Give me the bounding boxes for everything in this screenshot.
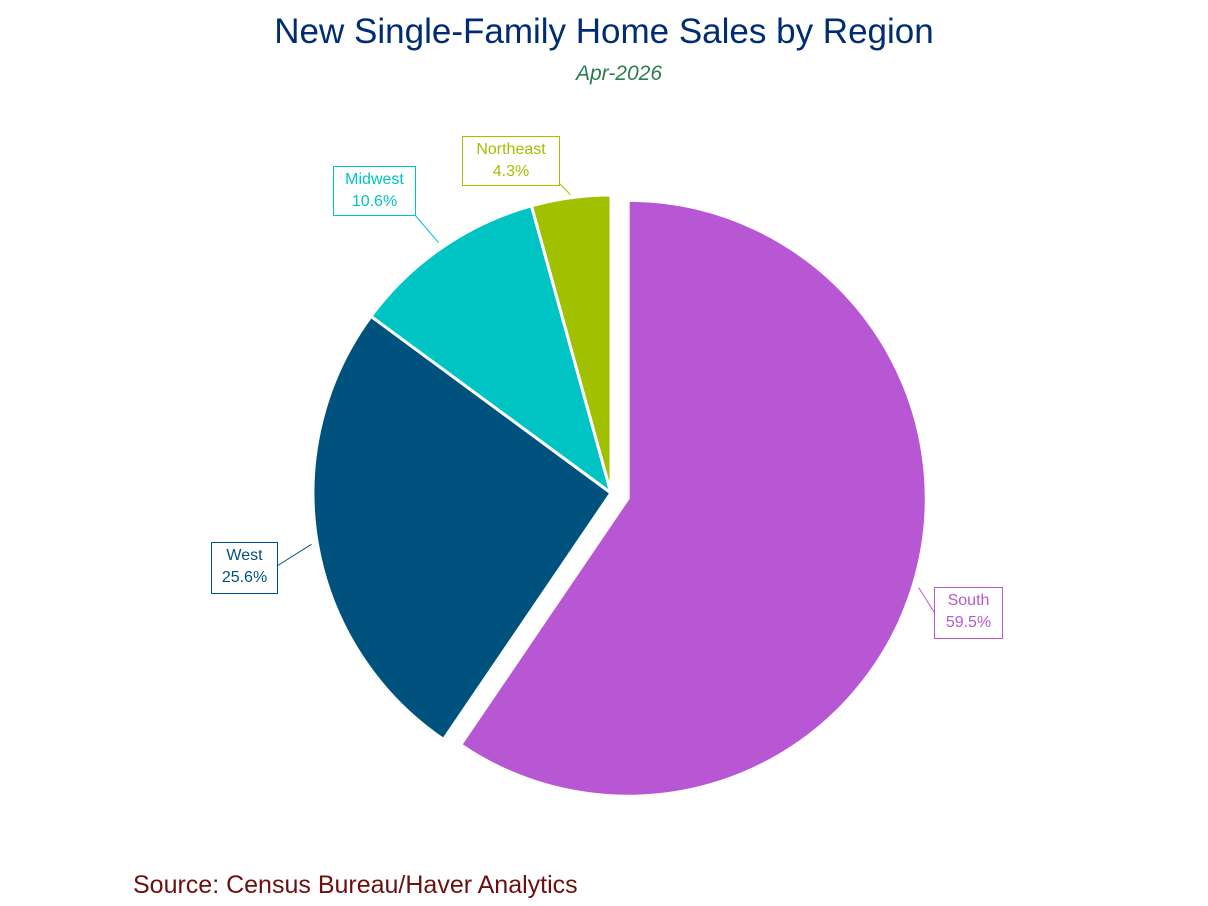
slice-label-value: 4.3% — [493, 163, 529, 180]
leader-line-midwest — [414, 214, 439, 244]
leader-line-northeast — [558, 182, 571, 196]
slice-label-name: West — [226, 547, 263, 564]
leader-line-west — [276, 543, 312, 567]
leader-line-south — [918, 587, 935, 613]
slice-label-south: South 59.5% — [934, 587, 1003, 639]
slice-label-name: Northeast — [476, 141, 546, 158]
slice-label-box — [462, 136, 560, 186]
pie-slice-northeast — [529, 193, 613, 495]
slice-label-box — [333, 166, 416, 216]
slice-label-west: West 25.6% — [211, 542, 278, 594]
slice-label-midwest: Midwest 10.6% — [333, 166, 416, 216]
slice-label-value: 10.6% — [352, 193, 397, 210]
chart-title: New Single-Family Home Sales by Region — [274, 12, 934, 51]
source-note: Source: Census Bureau/Haver Analytics — [133, 871, 578, 899]
pie-slice-south — [459, 198, 928, 798]
slice-label-name: Midwest — [345, 171, 404, 188]
chart-subtitle: Apr-2026 — [575, 62, 662, 85]
slice-label-box — [934, 587, 1003, 639]
slice-label-value: 59.5% — [946, 614, 991, 631]
slice-label-box — [211, 542, 278, 594]
slice-label-name: South — [948, 592, 990, 609]
pie-slice-west — [311, 314, 613, 741]
slice-label-value: 25.6% — [222, 569, 267, 586]
slice-label-northeast: Northeast 4.3% — [462, 136, 560, 186]
